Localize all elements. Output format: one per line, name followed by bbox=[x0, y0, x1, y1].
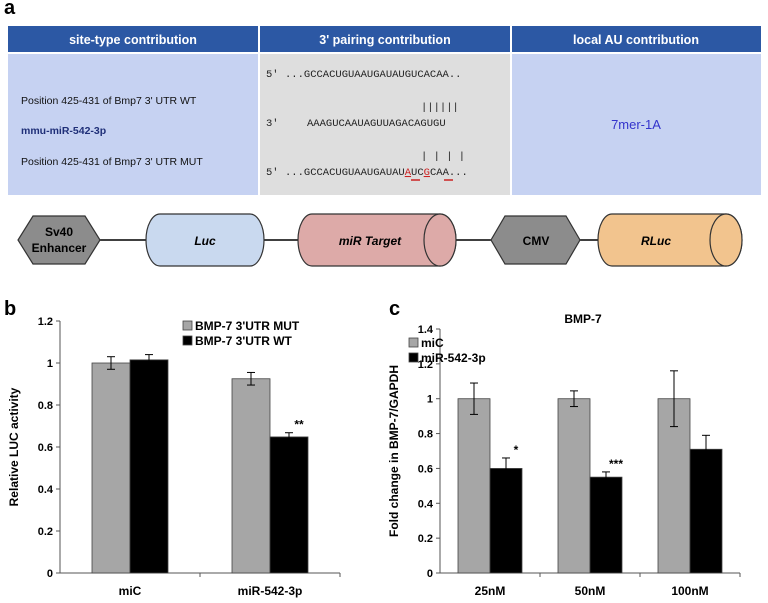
legend-label: BMP-7 3'UTR MUT bbox=[195, 319, 300, 333]
sv40-enhancer-element bbox=[17, 215, 101, 265]
seq-wt: ...GCCACUGUAAUGAUAUGUCACAA.. bbox=[285, 69, 461, 81]
x-tick-label: 50nM bbox=[575, 584, 606, 598]
bar bbox=[231, 378, 271, 574]
significance-label: ** bbox=[294, 418, 304, 432]
rluc-label: RLuc bbox=[641, 234, 671, 248]
legend-swatch bbox=[182, 320, 193, 331]
panel-label-b: b bbox=[4, 298, 17, 320]
seq-mut-prefix: 5' bbox=[266, 167, 279, 179]
legend-label: miC bbox=[421, 336, 444, 350]
panel-label-a: a bbox=[4, 0, 16, 19]
seq-mir: AAAGUCAAUAGUUAGACAGUGU bbox=[307, 118, 446, 130]
bar bbox=[489, 468, 523, 574]
y-tick-label: 0.4 bbox=[38, 484, 54, 496]
table-header-site-type-bg bbox=[8, 26, 258, 52]
pairing-mut: | | | | bbox=[421, 151, 465, 163]
row-label-mut: Position 425-431 of Bmp7 3' UTR MUT bbox=[21, 156, 203, 168]
seq-wt-prefix: 5' bbox=[266, 69, 279, 81]
chart-b: 0 0.2 0.4 0.6 0.8 1 1.2 Relative LUC activity mi… bbox=[7, 316, 341, 598]
legend-swatch bbox=[408, 352, 419, 363]
table-cell-site-type bbox=[8, 54, 258, 195]
bar bbox=[457, 398, 491, 574]
row-label-wt: Position 425-431 of Bmp7 3' UTR WT bbox=[21, 95, 197, 107]
y-axis-label: Relative LUC activity bbox=[7, 387, 21, 506]
mir-target-label: miR Target bbox=[339, 234, 402, 248]
mutated-base-1: A bbox=[405, 167, 412, 179]
bar bbox=[689, 448, 723, 574]
y-tick-label: 0.6 bbox=[38, 442, 53, 454]
significance-label: *** bbox=[609, 457, 623, 471]
y-tick-label: 1.4 bbox=[418, 324, 434, 336]
y-tick-label: 0.8 bbox=[38, 400, 53, 412]
chart-c: 0 0.2 0.4 0.6 0.8 1 1.2 1.4 Fold change in BMP-7… bbox=[387, 312, 741, 598]
y-axis-label: Fold change in BMP-7/GAPDH bbox=[387, 365, 401, 537]
sv40-label-line2: Enhancer bbox=[32, 241, 87, 255]
seq-mir-prefix: 3' bbox=[266, 118, 279, 130]
y-tick-label: 0.2 bbox=[38, 526, 53, 538]
luc-element bbox=[145, 213, 265, 267]
legend-swatch bbox=[182, 335, 193, 346]
bar bbox=[269, 436, 309, 574]
table-header-pairing-bg bbox=[260, 26, 510, 52]
sv40-label-line1: Sv40 bbox=[45, 225, 73, 239]
y-tick-label: 0 bbox=[47, 568, 53, 580]
cmv-element bbox=[490, 215, 581, 265]
x-tick-label: 100nM bbox=[671, 584, 708, 598]
bar bbox=[589, 476, 623, 574]
chart-title: BMP-7 bbox=[564, 312, 602, 326]
y-tick-label: 1.2 bbox=[418, 359, 433, 371]
legend-label: BMP-7 3'UTR WT bbox=[195, 334, 293, 348]
x-tick-label: miC bbox=[119, 584, 142, 598]
legend-swatch bbox=[408, 337, 419, 348]
significance-label: * bbox=[514, 443, 519, 457]
pairing-wt: |||||| bbox=[421, 102, 459, 114]
y-tick-label: 0.4 bbox=[418, 498, 434, 510]
legend-label: miR-542-3p bbox=[421, 351, 486, 365]
x-tick-label: miR-542-3p bbox=[238, 584, 303, 598]
table-cell-pairing bbox=[260, 54, 510, 195]
seq-mut: ...GCCACUGUAAUGAUAUAUCGCAA... bbox=[285, 167, 468, 179]
table-header-au-bg bbox=[512, 26, 761, 52]
table-header-site-type: site-type contribution bbox=[69, 33, 197, 47]
y-tick-label: 1 bbox=[47, 358, 53, 370]
y-tick-label: 1.2 bbox=[38, 316, 53, 328]
bar bbox=[129, 359, 169, 574]
y-tick-label: 1 bbox=[427, 394, 433, 406]
bar bbox=[657, 398, 691, 574]
panel-label-c: c bbox=[389, 298, 401, 320]
y-tick-label: 0.2 bbox=[418, 533, 433, 545]
y-tick-label: 0 bbox=[427, 568, 433, 580]
cmv-label: CMV bbox=[523, 234, 550, 248]
bar bbox=[91, 362, 131, 574]
y-tick-label: 0.8 bbox=[418, 429, 433, 441]
y-tick-label: 0.6 bbox=[418, 463, 433, 475]
x-tick-label: 25nM bbox=[475, 584, 506, 598]
table-header-pairing: 3' pairing contribution bbox=[319, 33, 450, 47]
reporter-construct: Sv40 Enhancer Luc miR Target CMV RLuc bbox=[17, 213, 743, 267]
bar bbox=[557, 398, 591, 574]
site-type-value: 7mer-1A bbox=[611, 117, 661, 132]
mutated-base-2: G bbox=[424, 167, 430, 179]
table-header-au: local AU contribution bbox=[573, 33, 699, 47]
luc-label: Luc bbox=[194, 234, 216, 248]
pairing-table: site-type contribution 3' pairing contri… bbox=[8, 26, 761, 195]
table-cell-au bbox=[512, 54, 761, 195]
row-label-mirna: mmu-miR-542-3p bbox=[21, 125, 106, 137]
